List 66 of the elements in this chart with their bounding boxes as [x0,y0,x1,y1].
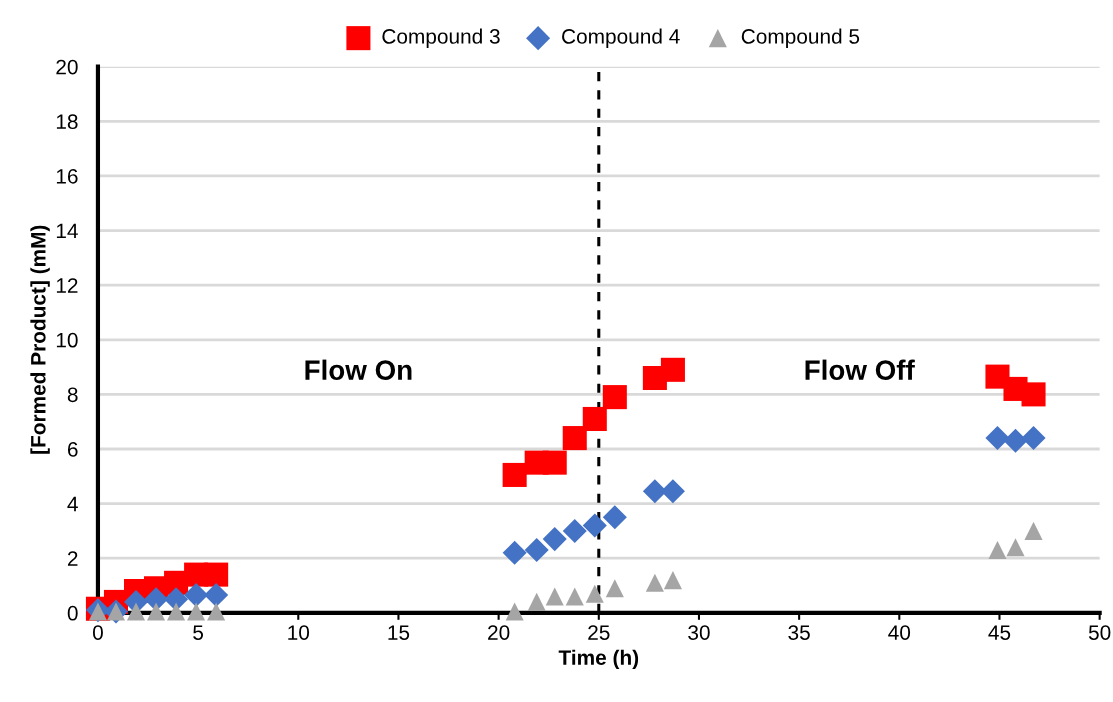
x-tick-label: 30 [688,625,710,640]
y-tick-label: 16 [56,168,78,184]
point [527,592,546,611]
point [542,527,567,552]
point [1021,426,1046,451]
y-tick-label: 10 [56,332,78,348]
x-tick-label: 25 [588,625,610,640]
point [204,562,229,587]
legend-label: Compound 3 [382,28,500,48]
point [502,462,527,487]
point [562,426,587,451]
point [207,602,226,621]
x-tick-label: 15 [388,625,410,640]
point [602,385,627,410]
point [1024,521,1043,540]
point [1006,538,1025,557]
y-tick-label: 20 [56,59,78,75]
point [582,513,607,538]
point [660,357,685,382]
point [167,602,186,621]
annotation: Flow Off [805,359,915,380]
point [602,505,627,530]
point [605,579,624,598]
y-tick-label: 2 [67,551,78,566]
x-tick-label: 45 [988,625,1011,640]
legend-label: Compound 4 [562,28,680,48]
point [1021,382,1046,407]
point [502,540,527,565]
point [585,584,604,603]
point [542,450,567,475]
x-tick-label: 35 [788,625,810,640]
y-tick-label: 0 [67,605,78,621]
point [204,583,229,608]
point [988,540,1007,560]
x-tick-label: 40 [888,625,911,640]
point [524,538,549,563]
y-tick-label: 12 [56,278,78,293]
point [505,602,524,621]
x-axis-title: Time (h) [558,649,639,670]
y-tick-label: 6 [67,442,78,457]
x-tick-label: 10 [288,625,310,640]
point [126,602,146,621]
point [545,587,564,606]
y-axis-title: [Formed Product] (mM) [30,225,50,454]
legend-label: Compound 5 [741,28,860,48]
x-tick-label: 50 [1088,625,1111,640]
point [562,518,587,543]
y-tick-label: 18 [56,114,78,130]
point [184,583,209,608]
point [146,602,166,621]
annotation: Flow On [305,359,412,380]
x-tick-label: 0 [92,625,103,640]
point [645,573,664,592]
point [1003,428,1028,453]
point [565,587,584,606]
x-tick-label: 5 [193,625,204,640]
point [663,571,682,590]
y-tick-label: 14 [56,223,78,239]
x-tick-label: 20 [488,625,510,640]
point [660,479,685,504]
point [582,406,607,431]
point [642,479,667,504]
y-tick-label: 4 [67,496,78,512]
point [187,602,206,621]
point [985,426,1010,451]
y-tick-label: 8 [67,387,78,403]
